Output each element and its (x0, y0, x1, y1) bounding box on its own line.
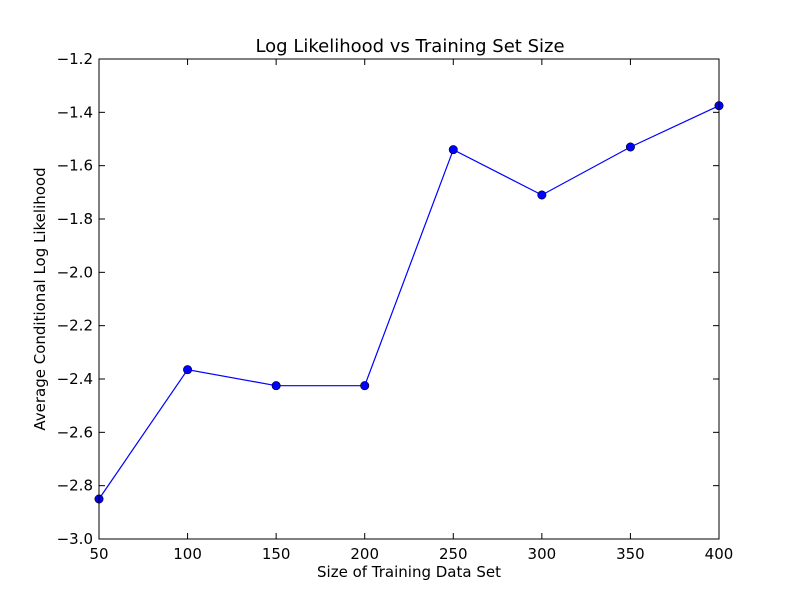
y-tick-label: −3.0 (57, 530, 93, 548)
y-axis-label: Average Conditional Log Likelihood (31, 167, 49, 430)
x-tick-label: 250 (439, 545, 468, 563)
data-point (625, 142, 635, 152)
x-tick-label: 400 (705, 545, 734, 563)
y-tick-label: −1.4 (57, 103, 93, 121)
data-point (360, 381, 370, 391)
series-line (98, 105, 720, 500)
axis-ticks: 50 100 150 200 250 300 350 400 −3.0 −2.8 −2.6 −2.4 −… (57, 50, 734, 563)
x-tick-label: 100 (173, 545, 202, 563)
y-tick-label: −2.2 (57, 317, 93, 335)
y-tick-label: −1.6 (57, 157, 93, 175)
data-point (448, 145, 458, 155)
data-point (271, 381, 281, 391)
y-tick-label: −2.4 (57, 370, 93, 388)
data-point (537, 190, 547, 200)
x-tick-label: 50 (89, 545, 108, 563)
y-tick-label: −1.8 (57, 210, 93, 228)
x-tick-label: 300 (528, 545, 557, 563)
x-axis-label: Size of Training Data Set (317, 563, 501, 581)
chart-title: Log Likelihood vs Training Set Size (255, 36, 564, 57)
x-tick-label: 200 (350, 545, 379, 563)
plot-frame (98, 58, 720, 540)
x-tick-label: 150 (262, 545, 291, 563)
y-tick-label: −1.2 (57, 50, 93, 68)
y-tick-label: −2.8 (57, 477, 93, 495)
y-tick-label: −2.0 (57, 263, 93, 281)
plot-area (94, 101, 724, 504)
x-tick-label: 350 (616, 545, 645, 563)
data-point (183, 365, 193, 375)
y-tick-label: −2.6 (57, 423, 93, 441)
